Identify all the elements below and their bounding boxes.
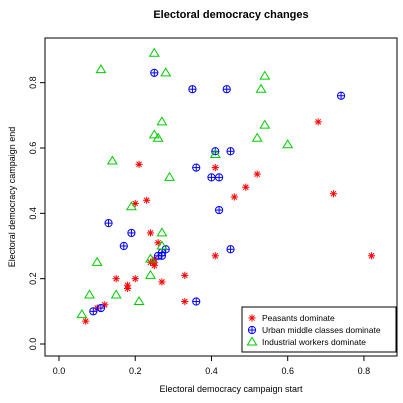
point-series-1 [192,163,201,172]
point-series-1 [127,228,136,238]
x-tick-label: 0.0 [53,366,66,376]
point-series-2 [91,256,103,266]
point-series-1 [226,147,235,156]
data-points [76,47,376,325]
point-series-1 [222,85,231,94]
point-series-2 [125,201,137,211]
legend: Peasants dominate Urban middle classes do… [241,306,397,353]
point-series-0 [112,275,120,283]
point-series-0 [143,196,151,204]
point-series-1 [96,303,106,313]
point-series-1 [150,68,159,77]
legend-label-1: Urban middle classes dominate [262,325,381,335]
chart-title: Electoral democracy changes [153,9,308,21]
legend-label-0: Peasants dominate [262,313,335,323]
point-series-0 [230,193,238,201]
point-series-0 [82,317,90,325]
y-tick-label: 0.8 [28,76,38,89]
point-series-0 [211,164,219,172]
point-series-1 [336,91,346,100]
point-series-2 [209,148,221,159]
point-series-0 [135,160,143,168]
y-tick-label: 0.6 [28,142,38,155]
legend-marker-2 [246,336,258,346]
point-series-0 [329,190,338,198]
point-series-0 [314,118,322,126]
point-series-2 [251,132,263,142]
point-series-0 [242,183,250,191]
point-series-2 [95,64,107,74]
point-series-1 [119,241,128,251]
point-series-2 [84,289,95,299]
point-series-2 [255,83,267,93]
point-series-0 [253,170,261,178]
point-series-1 [104,219,113,228]
x-tick-label: 0.8 [358,366,371,376]
point-series-1 [207,173,216,182]
y-tick-label: 0.2 [28,272,38,285]
point-series-2 [156,240,168,250]
point-series-2 [164,171,176,181]
point-series-1 [214,205,224,215]
point-series-0 [158,278,166,286]
y-tick-label: 0.0 [28,338,38,351]
x-axis: 0.0 0.2 0.4 0.6 0.8 [53,355,371,376]
point-series-2 [282,139,294,149]
point-series-2 [133,295,145,306]
y-axis-label: Electoral democracy campaign end [7,127,17,268]
legend-box [241,306,397,353]
point-series-2 [110,289,122,299]
point-series-0 [181,297,189,306]
point-series-1 [214,173,224,182]
point-series-1 [211,147,220,156]
y-axis: 0.0 0.2 0.4 0.6 0.8 [28,76,46,351]
point-series-2 [152,132,164,142]
point-series-2 [144,253,156,263]
point-series-0 [181,271,189,279]
point-series-2 [148,47,160,57]
point-series-2 [259,70,271,80]
point-series-1 [188,85,197,94]
point-series-2 [156,227,168,237]
point-series-2 [148,129,160,139]
point-series-2 [156,116,168,126]
point-series-0 [146,229,155,237]
y-tick-label: 0.4 [28,207,38,220]
x-tick-label: 0.2 [129,366,142,376]
point-series-2 [144,269,156,279]
point-series-2 [106,155,118,165]
point-series-0 [131,275,139,283]
point-series-0 [367,252,376,260]
point-series-2 [160,67,172,77]
point-series-0 [124,284,132,293]
point-series-2 [259,119,271,129]
legend-marker-0 [248,314,256,322]
x-axis-label: Electoral democracy campaign start [159,384,303,394]
point-series-1 [226,245,235,254]
legend-marker-1 [247,325,257,335]
point-series-0 [211,252,219,260]
point-series-1 [192,297,201,306]
point-series-2 [76,309,88,319]
x-tick-label: 0.6 [281,366,294,376]
x-tick-label: 0.4 [205,366,218,376]
legend-label-2: Industrial workers dominate [262,337,366,347]
point-series-1 [89,307,98,316]
